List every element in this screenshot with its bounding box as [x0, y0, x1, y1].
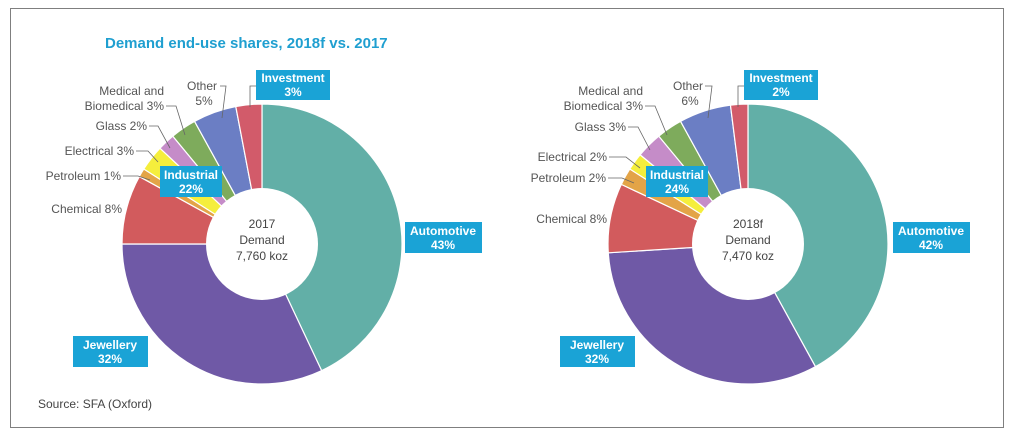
industrial-label: Industrial [650, 168, 704, 182]
petroleum-label: Petroleum 1% [46, 169, 122, 183]
donut-hole [206, 188, 318, 300]
automotive-label: Automotive [410, 224, 476, 238]
industrial-value: 24% [665, 182, 689, 196]
industrial-value: 22% [179, 182, 203, 196]
donut-2018f: 2018f Demand 7,470 koz Automotive 42% Je… [531, 70, 970, 385]
chemical-label: Chemical 8% [536, 212, 607, 226]
chemical-label: Chemical 8% [51, 202, 122, 216]
petroleum-leader [123, 175, 151, 181]
automotive-value: 43% [431, 238, 455, 252]
investment-value: 3% [284, 85, 302, 99]
medical-leader [166, 105, 186, 136]
medical-label-line1: Medical and [99, 84, 164, 98]
industrial-label-box [646, 166, 708, 197]
investment-leader [249, 85, 256, 107]
automotive-label-box [405, 222, 482, 253]
investment-label: Investment [261, 71, 324, 85]
glass-leader [628, 126, 651, 151]
petroleum-leader [608, 177, 635, 184]
automotive-label: Automotive [898, 224, 964, 238]
center-year: 2018f [733, 217, 764, 231]
medical-label-line1: Medical and [578, 84, 643, 98]
center-koz: 7,760 koz [236, 249, 288, 263]
slice-automotive [747, 103, 889, 368]
donut-2017: 2017 Demand 7,760 koz Automotive 43% Jew… [46, 70, 482, 385]
other-leader [220, 85, 227, 119]
jewellery-value: 32% [585, 352, 609, 366]
medical-label-line2: Biomedical 3% [85, 99, 165, 113]
jewellery-label-box [560, 336, 635, 367]
investment-label-box [256, 70, 330, 100]
center-demand: Demand [239, 233, 284, 247]
investment-label-box [744, 70, 818, 100]
center-koz: 7,470 koz [722, 249, 774, 263]
investment-value: 2% [772, 85, 790, 99]
medical-leader [645, 105, 668, 136]
center-year: 2017 [249, 217, 276, 231]
electrical-label: Electrical 3% [65, 144, 135, 158]
jewellery-value: 32% [98, 352, 122, 366]
jewellery-label: Jewellery [83, 338, 137, 352]
investment-label: Investment [749, 71, 812, 85]
chart-title: Demand end-use shares, 2018f vs. 2017 [105, 35, 388, 52]
chart-frame [10, 8, 1004, 428]
automotive-label-box [893, 222, 970, 253]
industrial-label: Industrial [164, 168, 218, 182]
glass-label: Glass 3% [575, 120, 627, 134]
slice-automotive [261, 103, 403, 372]
automotive-value: 42% [919, 238, 943, 252]
center-demand: Demand [725, 233, 770, 247]
source-note: Source: SFA (Oxford) [38, 397, 152, 411]
glass-label: Glass 2% [96, 119, 148, 133]
other-leader [705, 85, 713, 119]
jewellery-label: Jewellery [570, 338, 624, 352]
medical-label-line2: Biomedical 3% [564, 99, 644, 113]
other-label-line1: Other [673, 79, 703, 93]
electrical-label: Electrical 2% [538, 150, 608, 164]
investment-leader [737, 85, 744, 107]
other-value: 5% [195, 94, 213, 108]
other-value: 6% [681, 94, 699, 108]
electrical-leader [136, 150, 159, 163]
donut-hole [692, 188, 804, 300]
glass-leader [149, 125, 171, 149]
electrical-leader [609, 156, 641, 169]
industrial-label-box [160, 166, 222, 197]
other-label-line1: Other [187, 79, 217, 93]
jewellery-label-box [73, 336, 148, 367]
petroleum-label: Petroleum 2% [531, 171, 607, 185]
